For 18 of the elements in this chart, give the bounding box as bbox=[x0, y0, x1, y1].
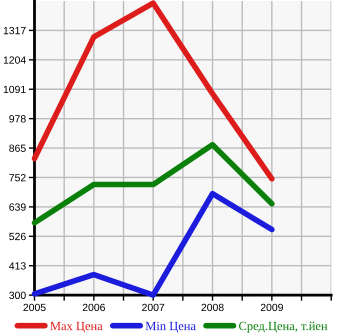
legend-label: Min Цена bbox=[146, 322, 196, 333]
x-tick-label: 2008 bbox=[201, 304, 224, 312]
x-tick-label: 2007 bbox=[142, 304, 164, 312]
y-tick-label: 1204 bbox=[4, 56, 26, 64]
x-tick-label: 2009 bbox=[260, 304, 283, 312]
y-tick-label: 1091 bbox=[4, 86, 26, 94]
x-tick-label: 2006 bbox=[82, 304, 105, 312]
x-tick-label: 2005 bbox=[23, 304, 46, 312]
y-tick-label: 413 bbox=[9, 262, 26, 270]
y-tick-label: 752 bbox=[9, 174, 26, 182]
y-tick-label: 1317 bbox=[4, 26, 26, 34]
legend-label: Сред.Цена, т.йен bbox=[239, 322, 328, 333]
y-tick-label: 978 bbox=[9, 115, 26, 123]
y-tick-label: 300 bbox=[9, 292, 26, 300]
y-tick-label: 865 bbox=[9, 144, 26, 152]
legend-label: Max Цена bbox=[50, 322, 103, 333]
y-tick-label: 526 bbox=[9, 232, 26, 240]
y-tick-label: 639 bbox=[9, 203, 26, 211]
